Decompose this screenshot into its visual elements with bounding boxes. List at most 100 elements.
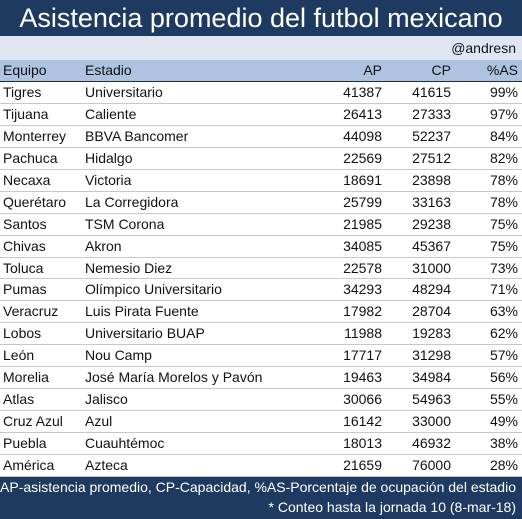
table-row: América Azteca 21659 76000 28% xyxy=(0,454,522,477)
cell-cp: 19283 xyxy=(412,325,451,342)
table-row: Pachuca Hidalgo 22569 27512 82% xyxy=(0,147,522,170)
cell-pct: 49% xyxy=(489,413,518,430)
column-header-cp: CP xyxy=(431,62,451,78)
cell-cp: 54963 xyxy=(412,391,451,408)
table-header: Equipo Estadio AP CP %AS xyxy=(0,60,522,82)
cell-ap: 19463 xyxy=(343,369,382,386)
cell-ap: 34085 xyxy=(343,237,382,254)
cell-cp: 27333 xyxy=(412,105,451,122)
cell-team: Santos xyxy=(3,215,47,232)
table-row: Cruz Azul Azul 16142 33000 49% xyxy=(0,411,522,433)
table-row: Tigres Universitario 41387 41615 99% xyxy=(0,82,522,104)
cell-pct: 75% xyxy=(489,237,518,254)
cell-team: Necaxa xyxy=(3,171,51,188)
cell-ap: 30066 xyxy=(343,391,382,408)
table-row: Tijuana Caliente 26413 27333 97% xyxy=(0,103,522,126)
cell-ap: 17982 xyxy=(343,303,382,320)
footer-note: * Conteo hasta la jornada 10 (8-mar-18) xyxy=(268,499,516,515)
cell-pct: 99% xyxy=(489,84,518,100)
cell-ap: 22578 xyxy=(343,259,382,276)
cell-team: Pachuca xyxy=(3,149,58,166)
table-footer: AP-asistencia promedio, CP-Capacidad, %A… xyxy=(0,477,522,519)
cell-stadium: BBVA Bancomer xyxy=(85,127,189,144)
cell-team: León xyxy=(3,347,35,364)
cell-team: Toluca xyxy=(3,259,44,276)
column-header-pct: %AS xyxy=(486,62,518,78)
cell-team: Morelia xyxy=(3,369,49,386)
cell-cp: 45367 xyxy=(412,237,451,254)
cell-cp: 76000 xyxy=(412,456,451,473)
table-row: Querétaro La Corregidora 25799 33163 78% xyxy=(0,191,522,214)
cell-cp: 48294 xyxy=(412,281,451,298)
cell-pct: 56% xyxy=(489,369,518,386)
cell-team: América xyxy=(3,456,55,473)
footer-legend: AP-asistencia promedio, CP-Capacidad, %A… xyxy=(0,479,516,495)
cell-cp: 28704 xyxy=(412,303,451,320)
cell-cp: 33163 xyxy=(412,193,451,210)
author-handle: @andresn xyxy=(451,40,516,56)
cell-stadium: Universitario BUAP xyxy=(85,325,205,342)
cell-stadium: Nemesio Diez xyxy=(85,259,173,276)
cell-cp: 46932 xyxy=(412,435,451,451)
cell-stadium: Jalisco xyxy=(85,391,128,408)
column-header-stadium: Estadio xyxy=(85,62,132,78)
cell-stadium: Akron xyxy=(85,237,122,254)
table-body: Tigres Universitario 41387 41615 99% Tijuana C… xyxy=(0,82,522,477)
cell-cp: 31298 xyxy=(412,347,451,364)
cell-stadium: Cuauhtémoc xyxy=(85,435,165,451)
cell-team: Pumas xyxy=(3,281,47,298)
cell-team: Monterrey xyxy=(3,127,67,144)
cell-pct: 28% xyxy=(489,456,518,473)
table-row: Monterrey BBVA Bancomer 44098 52237 84% xyxy=(0,125,522,148)
cell-cp: 41615 xyxy=(412,84,451,100)
cell-ap: 22569 xyxy=(343,149,382,166)
cell-stadium: Azul xyxy=(85,413,113,430)
table-row: Veracruz Luis Pirata Fuente 17982 28704 63% xyxy=(0,301,522,324)
table-row: Pumas Olímpico Universitario 34293 48294 71% xyxy=(0,279,522,302)
cell-ap: 16142 xyxy=(343,413,382,430)
cell-ap: 17717 xyxy=(343,347,382,364)
cell-stadium: José María Morelos y Pavón xyxy=(85,369,263,386)
cell-team: Chivas xyxy=(3,237,46,254)
cell-ap: 41387 xyxy=(343,84,382,100)
cell-ap: 44098 xyxy=(343,127,382,144)
cell-stadium: Caliente xyxy=(85,105,137,122)
cell-pct: 55% xyxy=(489,391,518,408)
cell-team: Atlas xyxy=(3,391,35,408)
table-row: Atlas Jalisco 30066 54963 55% xyxy=(0,389,522,412)
cell-ap: 34293 xyxy=(343,281,382,298)
table-row: Chivas Akron 34085 45367 75% xyxy=(0,235,522,258)
cell-team: Lobos xyxy=(3,325,42,342)
cell-team: Tijuana xyxy=(3,105,49,122)
cell-pct: 97% xyxy=(489,105,518,122)
author-row: @andresn xyxy=(0,36,522,60)
column-header-team: Equipo xyxy=(3,62,47,78)
cell-team: Querétaro xyxy=(3,193,67,210)
cell-cp: 52237 xyxy=(412,127,451,144)
cell-pct: 78% xyxy=(489,171,518,188)
cell-ap: 18691 xyxy=(343,171,382,188)
cell-stadium: Nou Camp xyxy=(85,347,152,364)
cell-stadium: Hidalgo xyxy=(85,149,133,166)
cell-stadium: Luis Pirata Fuente xyxy=(85,303,199,320)
cell-pct: 75% xyxy=(489,215,518,232)
cell-stadium: Olímpico Universitario xyxy=(85,281,222,298)
cell-cp: 29238 xyxy=(412,215,451,232)
cell-stadium: Azteca xyxy=(85,456,128,473)
cell-ap: 26413 xyxy=(343,105,382,122)
table-row: Puebla Cuauhtémoc 18013 46932 38% xyxy=(0,433,522,455)
cell-stadium: Victoria xyxy=(85,171,132,188)
table-row: León Nou Camp 17717 31298 57% xyxy=(0,345,522,368)
cell-cp: 23898 xyxy=(412,171,451,188)
cell-team: Tigres xyxy=(3,84,42,100)
cell-pct: 57% xyxy=(489,347,518,364)
cell-ap: 11988 xyxy=(344,325,382,342)
cell-pct: 82% xyxy=(489,149,518,166)
cell-ap: 25799 xyxy=(343,193,382,210)
cell-ap: 21659 xyxy=(343,456,382,473)
cell-stadium: La Corregidora xyxy=(85,193,179,210)
cell-stadium: TSM Corona xyxy=(85,215,165,232)
cell-pct: 63% xyxy=(489,303,518,320)
cell-pct: 71% xyxy=(489,281,518,298)
